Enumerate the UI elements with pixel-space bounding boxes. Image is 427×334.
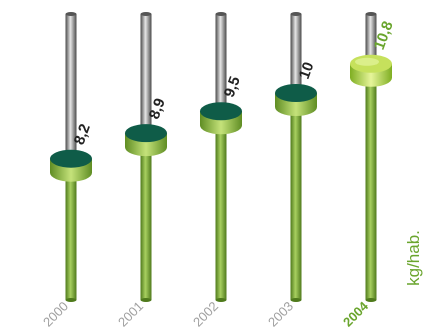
bar-2004 [350,12,392,302]
value-label: 8,9 [146,96,169,121]
bar-remainder [365,14,377,64]
stem-cap [65,12,77,16]
unit-label: kg/hab. [404,230,423,286]
stem-cap [365,12,377,16]
stem-base [65,298,77,302]
bar-remainder [65,14,77,159]
bar-remainder [290,14,302,93]
disc-highlight [355,57,379,66]
stem-base [290,298,302,302]
stem-base [215,298,227,302]
year-label: 2002 [190,299,221,330]
bar-2002 [200,12,242,302]
year-label: 2004 [340,298,372,330]
bar-remainder [215,14,227,112]
bar-value [365,63,377,300]
year-label: 2001 [115,299,146,330]
bar-value [290,93,302,300]
bar-value [140,133,152,300]
stem-cap [290,12,302,16]
bar-value [65,158,77,300]
disc-marker [50,149,92,168]
value-label: 10 [296,60,318,81]
stem-base [365,298,377,302]
bar-remainder [140,14,152,134]
stem-base [140,298,152,302]
year-label: 2003 [265,299,296,330]
bar-2000 [50,12,92,302]
stem-cap [215,12,227,16]
bar-2001 [125,12,167,302]
year-label: 2000 [40,299,71,330]
stem-cap [140,12,152,16]
bar-value [215,111,227,300]
bar-2003 [275,12,317,302]
value-label: 8,2 [71,122,94,147]
disc-marker [125,124,167,143]
bars-layer [50,12,392,302]
disc-marker [200,102,242,121]
disc-marker [275,84,317,102]
value-label: 9,5 [221,74,244,99]
